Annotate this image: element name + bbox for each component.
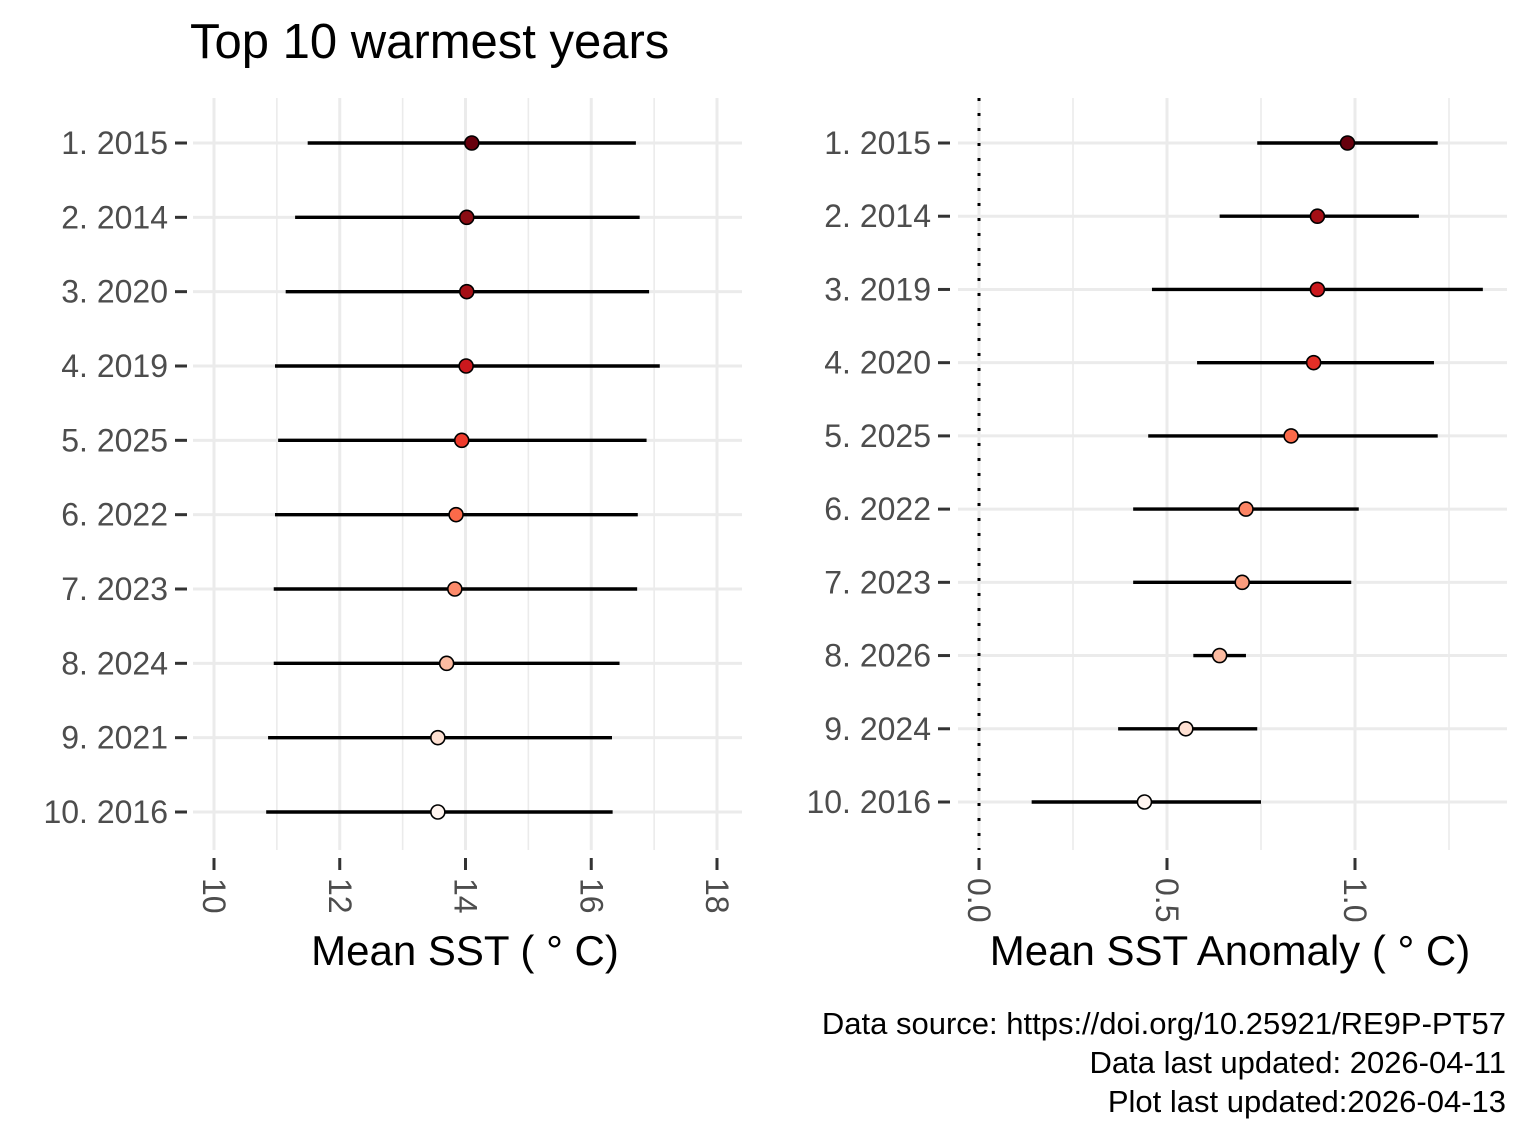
data-point	[447, 581, 463, 597]
y-tick-label: 8. 2026	[824, 638, 931, 674]
x-tick-label: 1.0	[1337, 878, 1373, 922]
data-point	[1283, 428, 1299, 444]
x-tick-label: 0.5	[1149, 878, 1185, 922]
y-tick-label: 9. 2024	[824, 711, 931, 747]
y-tick-label: 2. 2014	[61, 199, 168, 235]
data-point	[463, 135, 480, 151]
data-point	[448, 506, 464, 523]
y-tick-label: 6. 2022	[61, 497, 168, 533]
y-tick-label: 8. 2024	[61, 645, 168, 681]
data-point	[1305, 354, 1322, 371]
data-point	[1309, 208, 1326, 225]
caption-source: Data source: https://doi.org/10.25921/RE…	[821, 1006, 1506, 1041]
y-tick-label: 5. 2025	[61, 422, 168, 458]
caption-plot-updated: Plot last updated:2026-04-13	[1107, 1084, 1506, 1119]
y-tick-label: 3. 2020	[61, 274, 168, 310]
data-point	[458, 209, 475, 226]
y-tick-label: 2. 2014	[824, 198, 931, 234]
x-tick-label: 18	[699, 878, 735, 914]
y-tick-label: 1. 2015	[824, 125, 931, 161]
x-tick-label: 10	[196, 878, 232, 914]
y-tick-label: 10. 2016	[806, 784, 931, 820]
panel-1: 1. 2015 2. 2014 3. 2020 4. 2019 5. 2025 6. 20…	[43, 98, 742, 974]
data-point	[1309, 281, 1326, 298]
y-tick-label: 1. 2015	[61, 125, 168, 161]
y-tick-label: 6. 2022	[824, 491, 931, 527]
data-point	[453, 432, 470, 449]
data-point	[1238, 501, 1254, 517]
y-tick-label: 7. 2023	[824, 564, 931, 600]
data-point	[1234, 574, 1250, 591]
panel-2: 1. 2015 2. 2014 3. 2019 4. 2020 5. 2025 6. 20…	[806, 98, 1507, 974]
x-axis-title: Mean SST Anomaly ( ° C)	[990, 927, 1471, 974]
data-point	[1136, 794, 1153, 810]
y-tick-label: 4. 2020	[824, 345, 931, 381]
y-tick-label: 9. 2021	[61, 720, 168, 756]
x-tick-label: 0.0	[961, 878, 997, 922]
y-tick-label: 7. 2023	[61, 571, 168, 607]
data-point	[1178, 720, 1194, 737]
data-point	[438, 655, 455, 672]
y-tick-label: 4. 2019	[61, 348, 168, 384]
data-point	[458, 283, 475, 300]
y-tick-label: 5. 2025	[824, 418, 931, 454]
data-point	[1211, 647, 1228, 664]
caption-data-updated: Data last updated: 2026-04-11	[1089, 1045, 1506, 1080]
y-tick-label: 3. 2019	[824, 271, 931, 307]
data-point	[458, 358, 474, 374]
data-point	[430, 804, 446, 820]
y-tick-label: 10. 2016	[43, 794, 168, 830]
x-axis-title: Mean SST ( ° C)	[311, 927, 619, 974]
x-tick-label: 16	[573, 878, 609, 914]
chart-title: Top 10 warmest years	[190, 15, 670, 69]
x-tick-label: 12	[322, 878, 358, 914]
data-point	[1339, 135, 1356, 151]
x-tick-label: 14	[448, 878, 484, 914]
data-point	[430, 729, 446, 746]
